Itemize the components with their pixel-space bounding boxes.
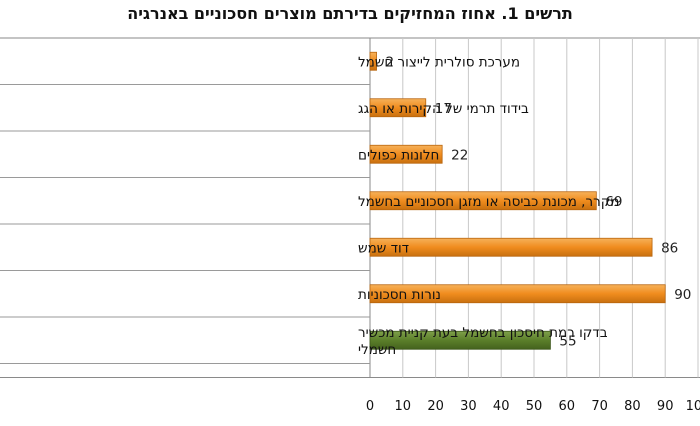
bar <box>369 284 666 304</box>
category-label: נורות חסכוניות <box>358 287 441 303</box>
category-label: מערכת סולרית לייצור חשמל <box>358 54 520 70</box>
bar <box>369 51 377 71</box>
category-label: מקרר, מכונת כביסה או מזגן חסכוניים בחשמל <box>358 194 619 210</box>
x-tick-label: 50 <box>526 399 543 414</box>
data-label: 90 <box>674 287 691 303</box>
category-label: חלונות כפולים <box>358 147 439 163</box>
x-tick-label: 70 <box>591 399 608 414</box>
data-label: 2 <box>386 54 395 70</box>
x-tick-label: 10 <box>395 399 412 414</box>
x-tick-label: 30 <box>460 399 477 414</box>
x-tick-label: 80 <box>624 399 641 414</box>
category-label: חשמלי <box>358 342 396 358</box>
data-label: 86 <box>661 240 678 256</box>
category-label: בדקו רמת חיסכון בחשמל בעת קניית מכשיר <box>358 325 608 341</box>
data-label: 22 <box>451 147 468 163</box>
bar <box>369 144 443 164</box>
data-label: 69 <box>605 194 622 210</box>
data-label: 55 <box>559 333 576 349</box>
x-tick-label: 40 <box>493 399 510 414</box>
category-label: דוד שמש <box>358 240 409 256</box>
x-tick-label: 60 <box>559 399 576 414</box>
chart-title: תרשים 1. אחוז המחזיקים בדירתם מוצרים חסכ… <box>127 4 573 23</box>
category-label: בידוד תרמי של הקירות או הגג <box>358 101 529 117</box>
bar <box>369 330 551 350</box>
data-label: 17 <box>435 101 452 117</box>
bar <box>369 191 597 211</box>
x-tick-label: 100 <box>686 399 700 414</box>
bar <box>369 98 427 118</box>
bar <box>369 237 653 257</box>
x-tick-label: 20 <box>427 399 444 414</box>
x-tick-label: 0 <box>366 399 374 414</box>
x-tick-label: 90 <box>657 399 674 414</box>
